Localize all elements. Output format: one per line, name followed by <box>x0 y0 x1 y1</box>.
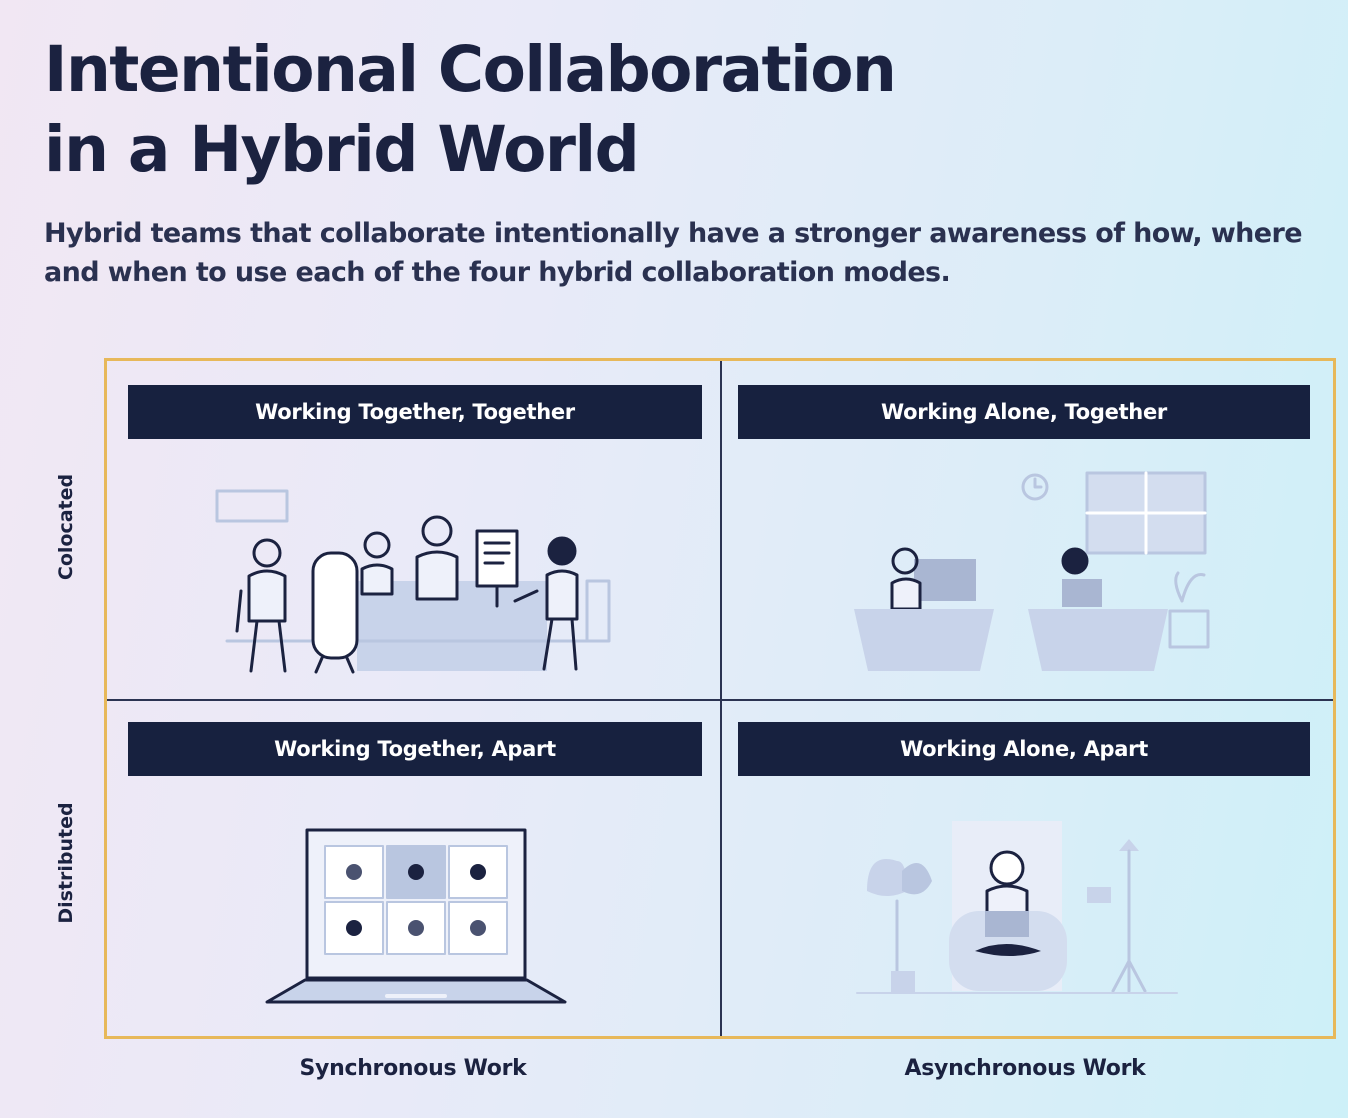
quadrant-header-working-together-together: Working Together, Together <box>128 385 702 439</box>
row-label-colocated: Colocated <box>55 473 77 581</box>
quadrant-header-working-alone-apart: Working Alone, Apart <box>738 722 1310 776</box>
office-desks-illustration <box>854 471 1210 671</box>
collaboration-matrix: Working Together, Together Working Alone… <box>104 358 1336 1039</box>
laptop-video-call-illustration <box>265 828 567 1004</box>
matrix-vertical-divider <box>720 361 722 1036</box>
subtitle: Hybrid teams that collaborate intentiona… <box>44 218 1303 288</box>
matrix-horizontal-divider <box>107 699 1333 701</box>
column-label-asynchronous-work: Asynchronous Work <box>904 1056 1146 1081</box>
quadrant-header-working-alone-together: Working Alone, Together <box>738 385 1310 439</box>
row-label-distributed: Distributed <box>55 802 77 924</box>
title-line-1: Intentional Collaboration <box>44 33 897 106</box>
home-worker-illustration <box>856 821 1178 994</box>
title-line-2: in a Hybrid World <box>44 113 640 186</box>
page-title: Intentional Collaboration in a Hybrid Wo… <box>44 30 897 190</box>
quadrant-header-working-together-apart: Working Together, Apart <box>128 722 702 776</box>
column-label-synchronous-work: Synchronous Work <box>299 1056 527 1081</box>
meeting-table-illustration <box>215 489 611 674</box>
